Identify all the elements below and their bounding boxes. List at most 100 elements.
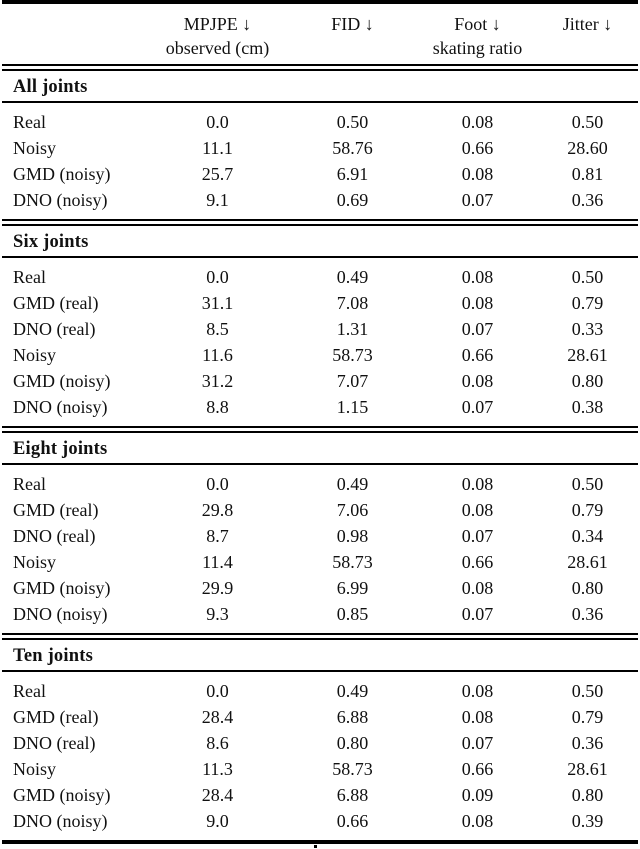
table-row: GMD (noisy) 29.9 6.99 0.08 0.80: [0, 575, 640, 601]
cell-foot-skating-ratio: 0.66: [461, 552, 494, 572]
cell-foot-skating-ratio: 0.07: [461, 319, 494, 339]
column-label: Foot ↓: [454, 14, 501, 34]
cell-jitter: 0.80: [571, 578, 604, 598]
header-cell-mpjpe: MPJPE ↓ observed (cm): [150, 4, 285, 64]
table-row: DNO (noisy) 9.3 0.85 0.07 0.36: [0, 601, 640, 627]
row-label: GMD (real): [13, 293, 99, 313]
cell-fid: 0.49: [336, 681, 369, 701]
caption-artifact-dot: [314, 845, 317, 848]
row-label: Real: [13, 681, 46, 701]
cell-jitter: 0.79: [571, 293, 604, 313]
row-label: GMD (noisy): [13, 578, 111, 598]
row-label: DNO (real): [13, 319, 96, 339]
cell-jitter: 0.80: [571, 785, 604, 805]
column-label: MPJPE ↓: [183, 14, 252, 34]
section-separator-rule: [2, 633, 638, 640]
cell-fid: 7.06: [336, 500, 369, 520]
row-label: Noisy: [13, 552, 57, 572]
cell-jitter: 28.60: [567, 138, 608, 158]
cell-fid: 1.31: [336, 319, 369, 339]
section-separator-rule: [2, 219, 638, 226]
section-separator-rule: [2, 426, 638, 433]
table-bottom-rule: [2, 840, 638, 844]
cell-fid: 0.50: [336, 112, 369, 132]
cell-fid: 0.98: [336, 526, 369, 546]
cell-jitter: 0.33: [571, 319, 604, 339]
section-title: Six joints: [13, 232, 89, 252]
cell-mpjpe-observed: 31.1: [201, 293, 234, 313]
table-row: Real 0.0 0.49 0.08 0.50: [0, 678, 640, 704]
cell-jitter: 0.36: [571, 190, 604, 210]
table-row: DNO (real) 8.6 0.80 0.07 0.36: [0, 730, 640, 756]
cell-mpjpe-observed: 8.7: [206, 526, 229, 546]
row-label: Real: [13, 474, 46, 494]
cell-foot-skating-ratio: 0.66: [461, 138, 494, 158]
section-data-table: Real 0.0 0.49 0.08 0.50 GMD (real) 29.8 …: [0, 471, 640, 627]
table-row: GMD (noisy) 28.4 6.88 0.09 0.80: [0, 782, 640, 808]
row-label: GMD (noisy): [13, 785, 111, 805]
cell-mpjpe-observed: 0.0: [206, 267, 229, 287]
row-label: GMD (real): [13, 500, 99, 520]
section-title-rule: [2, 463, 638, 465]
column-label: Jitter ↓: [562, 14, 613, 34]
section-all-joints: All joints Real 0.0 0.50 0.08 0.50 Noisy…: [0, 71, 640, 213]
cell-jitter: 0.80: [571, 371, 604, 391]
row-label: GMD (real): [13, 707, 99, 727]
table-row: DNO (real) 8.7 0.98 0.07 0.34: [0, 523, 640, 549]
cell-foot-skating-ratio: 0.08: [461, 164, 494, 184]
header-cell-foot-skating: Foot ↓ skating ratio: [420, 4, 535, 64]
cell-fid: 6.88: [336, 785, 369, 805]
cell-jitter: 0.81: [571, 164, 604, 184]
cell-fid: 0.80: [336, 733, 369, 753]
header-row: MPJPE ↓ observed (cm) FID ↓ Foot ↓ skati…: [0, 4, 640, 64]
cell-mpjpe-observed: 29.9: [201, 578, 234, 598]
cell-mpjpe-observed: 28.4: [201, 785, 234, 805]
cell-mpjpe-observed: 0.0: [206, 681, 229, 701]
cell-jitter: 28.61: [567, 345, 608, 365]
cell-mpjpe-observed: 0.0: [206, 474, 229, 494]
header-cell-jitter: Jitter ↓: [535, 4, 640, 64]
cell-foot-skating-ratio: 0.08: [461, 474, 494, 494]
cell-fid: 58.73: [332, 345, 373, 365]
cell-mpjpe-observed: 28.4: [201, 707, 234, 727]
cell-fid: 0.49: [336, 474, 369, 494]
cell-jitter: 0.36: [571, 733, 604, 753]
cell-mpjpe-observed: 0.0: [206, 112, 229, 132]
row-label: DNO (noisy): [13, 811, 108, 831]
cell-mpjpe-observed: 25.7: [201, 164, 234, 184]
table-row: Noisy 11.6 58.73 0.66 28.61: [0, 342, 640, 368]
table-row: DNO (noisy) 8.8 1.15 0.07 0.38: [0, 394, 640, 420]
cell-jitter: 28.61: [567, 759, 608, 779]
section-title: Eight joints: [13, 439, 108, 459]
row-label: Real: [13, 112, 46, 132]
cell-mpjpe-observed: 8.8: [206, 397, 229, 417]
table-row: DNO (noisy) 9.0 0.66 0.08 0.39: [0, 808, 640, 834]
section-title-rule: [2, 101, 638, 103]
cell-mpjpe-observed: 9.1: [206, 190, 229, 210]
cell-fid: 7.07: [336, 371, 369, 391]
column-sublabel: [285, 36, 420, 64]
cell-jitter: 0.50: [571, 681, 604, 701]
table-row: GMD (noisy) 25.7 6.91 0.08 0.81: [0, 161, 640, 187]
cell-jitter: 0.34: [571, 526, 604, 546]
table-row: GMD (real) 29.8 7.06 0.08 0.79: [0, 497, 640, 523]
section-data-table: Real 0.0 0.49 0.08 0.50 GMD (real) 31.1 …: [0, 264, 640, 420]
cell-mpjpe-observed: 11.6: [202, 345, 233, 365]
cell-fid: 1.15: [336, 397, 369, 417]
cell-jitter: 0.39: [571, 811, 604, 831]
row-label: DNO (real): [13, 526, 96, 546]
column-label: FID ↓: [331, 14, 374, 34]
cell-foot-skating-ratio: 0.08: [461, 267, 494, 287]
header-cell-empty: [0, 4, 150, 64]
cell-foot-skating-ratio: 0.08: [461, 293, 494, 313]
table-header: MPJPE ↓ observed (cm) FID ↓ Foot ↓ skati…: [0, 4, 640, 64]
table-row: Real 0.0 0.49 0.08 0.50: [0, 264, 640, 290]
table-row: Noisy 11.4 58.73 0.66 28.61: [0, 549, 640, 575]
cell-fid: 0.66: [336, 811, 369, 831]
cell-foot-skating-ratio: 0.09: [461, 785, 494, 805]
cell-mpjpe-observed: 9.3: [206, 604, 229, 624]
table-row: DNO (real) 8.5 1.31 0.07 0.33: [0, 316, 640, 342]
cell-foot-skating-ratio: 0.08: [461, 371, 494, 391]
cell-foot-skating-ratio: 0.08: [461, 578, 494, 598]
cell-fid: 6.91: [336, 164, 369, 184]
